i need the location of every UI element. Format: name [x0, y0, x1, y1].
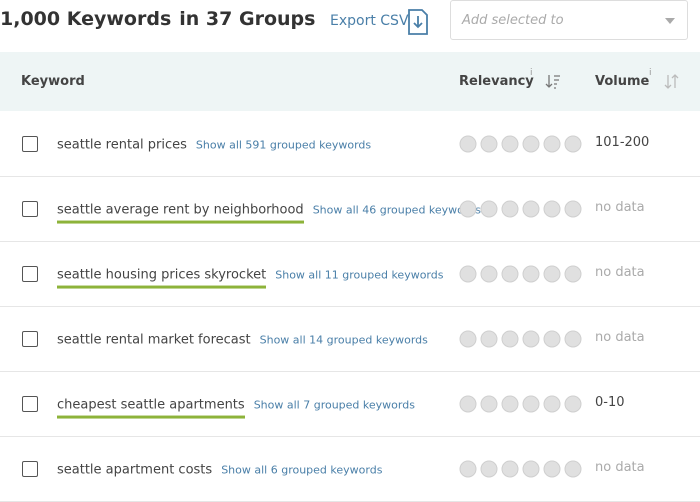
- checkbox[interactable]: [22, 330, 38, 347]
- add-to-dropdown[interactable]: Add selected to: [450, 0, 688, 40]
- dropdown-placeholder: Add selected to: [462, 13, 564, 28]
- relevancy-dots: [459, 330, 582, 347]
- keyword-cell: seattle housing prices skyrocket Show all…: [57, 263, 444, 289]
- info-icon[interactable]: i: [649, 68, 652, 78]
- relevancy-dot: [564, 330, 582, 347]
- relevancy-dot: [564, 135, 582, 152]
- relevancy-dot: [564, 265, 582, 282]
- keyword-cell: seattle apartment costs Show all 6 groupe…: [57, 458, 382, 477]
- keyword-cell: seattle average rent by neighborhood Show…: [57, 198, 481, 224]
- volume: no data: [595, 329, 645, 345]
- relevancy-dot: [459, 395, 477, 412]
- table-row: seattle average rent by neighborhood Show…: [0, 176, 700, 242]
- volume: 0-10: [595, 394, 625, 410]
- relevancy-dot: [501, 330, 519, 347]
- grouped-link[interactable]: Show all 14 grouped keywords: [259, 333, 428, 347]
- grouped-link[interactable]: Show all 46 grouped keywords: [312, 203, 481, 217]
- relevancy-dot: [543, 265, 561, 282]
- keyword: seattle apartment costs: [57, 462, 213, 478]
- keyword-count: 1,000 Keywords: [0, 8, 172, 30]
- relevancy-dot: [543, 460, 561, 477]
- relevancy-dot: [564, 200, 582, 217]
- keyword-header: Keyword: [21, 74, 85, 89]
- table-row: seattle housing prices skyrocket Show all…: [0, 241, 700, 307]
- volume: 101-200: [595, 134, 650, 150]
- relevancy-dot: [543, 200, 561, 217]
- relevancy-dot: [459, 200, 477, 217]
- relevancy-dots: [459, 395, 582, 412]
- keyword-cell: cheapest seattle apartments Show all 7 gr…: [57, 393, 415, 419]
- volume: no data: [595, 199, 645, 215]
- relevancy-dot: [543, 395, 561, 412]
- relevancy-dot: [522, 395, 540, 412]
- relevancy-dots: [459, 265, 582, 282]
- relevancy-dots: [459, 135, 582, 152]
- relevancy-dot: [501, 135, 519, 152]
- export-icon[interactable]: [408, 9, 428, 35]
- checkbox[interactable]: [22, 395, 38, 412]
- relevancy-dot: [501, 265, 519, 282]
- keyword-cell: seattle rental prices Show all 591 groupe…: [57, 133, 371, 152]
- relevancy-dot: [501, 395, 519, 412]
- grouped-link[interactable]: Show all 7 grouped keywords: [253, 398, 415, 412]
- relevancy-dot: [501, 200, 519, 217]
- export-csv[interactable]: Export CSV: [330, 13, 409, 29]
- table-row: seattle rental prices Show all 591 groupe…: [0, 111, 700, 177]
- keyword: cheapest seattle apartments: [57, 397, 245, 419]
- relevancy-dot: [480, 265, 498, 282]
- relevancy-dot: [459, 265, 477, 282]
- table-row: cheapest seattle apartments Show all 7 gr…: [0, 371, 700, 437]
- keyword: seattle average rent by neighborhood: [57, 202, 304, 224]
- relevancy-dot: [564, 460, 582, 477]
- sort-icon[interactable]: [664, 74, 680, 90]
- relevancy-dot: [522, 460, 540, 477]
- checkbox[interactable]: [22, 200, 38, 217]
- relevancy-header[interactable]: Relevancy: [459, 74, 534, 89]
- relevancy-dots: [459, 460, 582, 477]
- relevancy-dot: [543, 135, 561, 152]
- relevancy-dot: [522, 135, 540, 152]
- keyword: seattle housing prices skyrocket: [57, 267, 267, 289]
- table-row: seattle rental market forecast Show all 1…: [0, 306, 700, 372]
- relevancy-dot: [480, 395, 498, 412]
- relevancy-dot: [480, 460, 498, 477]
- relevancy-dot: [480, 330, 498, 347]
- relevancy-dot: [522, 265, 540, 282]
- checkbox[interactable]: [22, 135, 38, 152]
- relevancy-dot: [522, 330, 540, 347]
- grouped-link[interactable]: Show all 11 grouped keywords: [275, 268, 444, 282]
- checkbox[interactable]: [22, 265, 38, 282]
- grouped-link[interactable]: Show all 6 grouped keywords: [221, 463, 383, 477]
- relevancy-dot: [459, 135, 477, 152]
- info-icon[interactable]: i: [530, 68, 533, 78]
- keyword-cell: seattle rental market forecast Show all 1…: [57, 328, 428, 347]
- volume: no data: [595, 264, 645, 280]
- group-count: in 37 Groups: [179, 8, 316, 30]
- relevancy-dots: [459, 200, 582, 217]
- relevancy-dot: [522, 200, 540, 217]
- relevancy-dot: [501, 460, 519, 477]
- volume-header[interactable]: Volume: [595, 74, 650, 89]
- volume: no data: [595, 459, 645, 475]
- checkbox[interactable]: [22, 460, 38, 477]
- keyword: seattle rental market forecast: [57, 332, 251, 348]
- relevancy-dot: [543, 330, 561, 347]
- relevancy-dot: [480, 200, 498, 217]
- title: 1,000 Keywords in 37 Groups: [0, 8, 315, 30]
- dropdown-arrow: [665, 18, 675, 24]
- relevancy-dot: [459, 330, 477, 347]
- table-header: Keyword Relevancy i Volume i: [0, 52, 700, 111]
- keyword: seattle rental prices: [57, 137, 187, 153]
- table-row: seattle apartment costs Show all 6 groupe…: [0, 436, 700, 502]
- relevancy-dot: [564, 395, 582, 412]
- relevancy-dot: [459, 460, 477, 477]
- sort-icon[interactable]: [545, 74, 561, 90]
- relevancy-dot: [480, 135, 498, 152]
- grouped-link[interactable]: Show all 591 grouped keywords: [195, 138, 372, 152]
